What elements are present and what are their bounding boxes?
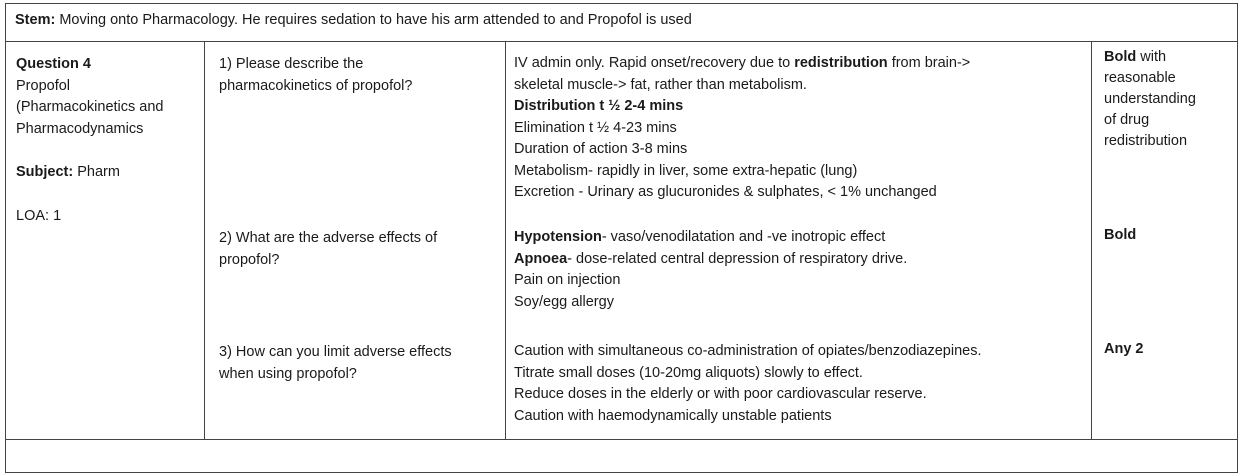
- marking-line: redistribution: [1104, 133, 1188, 149]
- answer-key-term: Distribution t ½ 2-4 mins: [514, 98, 684, 114]
- marking-2: Bold: [1104, 225, 1236, 247]
- question-line: propofol?: [219, 251, 280, 268]
- topic-line: (Pharmacokinetics and: [16, 99, 164, 115]
- marking-line: Bold with: [1104, 47, 1236, 68]
- answer-text: - vaso/venodilatation and -ve inotropic …: [601, 229, 886, 245]
- answer-line: Caution with haemodynamically unstable p…: [514, 407, 832, 424]
- question-info-cell: Question 4 Propofol (Pharmacokinetics an…: [16, 54, 202, 227]
- stem-row: Stem: Moving onto Pharmacology. He requi…: [5, 3, 1238, 42]
- answer-3: Caution with simultaneous co-administrat…: [514, 341, 1089, 427]
- answer-key-term: Hypotension: [514, 229, 602, 245]
- answer-line: Elimination t ½ 4-23 mins: [514, 119, 677, 136]
- question-line: 1) Please describe the: [219, 56, 364, 72]
- question-3-text: 3) How can you limit adverse effects whe…: [219, 342, 503, 385]
- answer-text: IV admin only. Rapid onset/recovery due …: [514, 55, 795, 71]
- column-divider-1: [204, 42, 205, 439]
- marking-text: with: [1136, 49, 1167, 65]
- stem-label: Stem:: [15, 12, 56, 28]
- answer-key-term: redistribution: [794, 55, 888, 71]
- question-line: 3) How can you limit adverse effects: [219, 344, 452, 360]
- answer-line: Metabolism- rapidly in liver, some extra…: [514, 162, 858, 179]
- topic-line: Pharmacodynamics: [16, 120, 144, 137]
- answer-line: Hypotension- vaso/venodilatation and -ve…: [514, 227, 1089, 249]
- answer-line: Caution with simultaneous co-administrat…: [514, 343, 982, 359]
- question-line: pharmacokinetics of propofol?: [219, 77, 413, 94]
- column-divider-3: [1091, 42, 1092, 439]
- answer-text: - dose-related central depression of res…: [567, 250, 908, 267]
- question-line: 2) What are the adverse effects of: [219, 230, 438, 246]
- answer-line: Apnoea- dose-related central depression …: [514, 249, 1089, 271]
- row-bottom-border: [5, 439, 1238, 440]
- exam-question-sheet: Stem: Moving onto Pharmacology. He requi…: [5, 3, 1238, 473]
- answer-line: Pain on injection: [514, 272, 621, 288]
- marking-line: reasonable: [1104, 70, 1176, 86]
- loa-line: LOA: 1: [16, 207, 62, 224]
- answer-line: IV admin only. Rapid onset/recovery due …: [514, 53, 1089, 75]
- marking-3: Any 2: [1104, 339, 1236, 361]
- marking-key: Bold: [1104, 227, 1137, 243]
- marking-line: of drug: [1104, 112, 1150, 128]
- marking-key: Any 2: [1104, 341, 1144, 357]
- question-1-text: 1) Please describe the pharmacokinetics …: [219, 54, 503, 97]
- answer-line: Excretion - Urinary as glucuronides & su…: [514, 184, 937, 200]
- subject-line: Subject: Pharm: [16, 162, 202, 184]
- stem-text: Stem: Moving onto Pharmacology. He requi…: [15, 12, 692, 28]
- answer-text: from brain->: [887, 55, 971, 71]
- question-number: Question 4: [16, 56, 91, 72]
- marking-line: understanding: [1104, 91, 1196, 107]
- answer-line: Reduce doses in the elderly or with poor…: [514, 386, 927, 402]
- subject-value: Pharm: [73, 164, 120, 180]
- answer-line: Titrate small doses (10-20mg aliquots) s…: [514, 364, 863, 381]
- marking-key: Bold: [1104, 49, 1137, 65]
- column-divider-2: [505, 42, 506, 439]
- answer-line: skeletal muscle-> fat, rather than metab…: [514, 76, 807, 93]
- question-2-text: 2) What are the adverse effects of propo…: [219, 228, 503, 271]
- stem-body: Moving onto Pharmacology. He requires se…: [55, 12, 692, 28]
- answer-line: Duration of action 3-8 mins: [514, 141, 688, 157]
- subject-label: Subject:: [16, 164, 74, 180]
- answer-line: Soy/egg allergy: [514, 293, 614, 310]
- marking-1: Bold with reasonable understanding of dr…: [1104, 47, 1236, 152]
- answer-key-term: Apnoea: [514, 250, 568, 267]
- question-line: when using propofol?: [219, 365, 357, 382]
- answer-2: Hypotension- vaso/venodilatation and -ve…: [514, 227, 1089, 313]
- answer-1: IV admin only. Rapid onset/recovery due …: [514, 53, 1089, 204]
- topic-line: Propofol: [16, 77, 71, 94]
